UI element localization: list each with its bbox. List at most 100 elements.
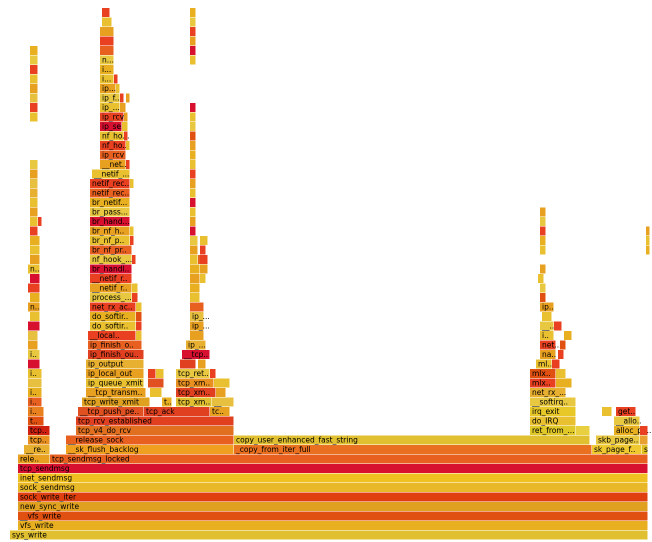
frame-rect[interactable]: [100, 150, 126, 160]
frame-rect[interactable]: [28, 416, 44, 426]
frame-rect[interactable]: [90, 274, 132, 283]
frame-rect[interactable]: [540, 245, 546, 255]
frame-rect[interactable]: [90, 283, 132, 293]
frame-rect[interactable]: [100, 160, 126, 169]
frame-rect[interactable]: [100, 36, 114, 46]
frame-rect[interactable]: [176, 397, 212, 407]
frame-rect[interactable]: [30, 103, 38, 112]
frame-rect[interactable]: [132, 283, 138, 293]
frame-rect[interactable]: [90, 207, 130, 217]
frame-rect[interactable]: [180, 359, 196, 369]
frame-rect[interactable]: [540, 236, 546, 245]
frame-rect[interactable]: [190, 236, 198, 245]
frame-rect[interactable]: [190, 112, 196, 122]
frame-rect[interactable]: [90, 245, 132, 255]
frame-rect[interactable]: [30, 312, 40, 321]
frame-rect[interactable]: [18, 502, 648, 511]
frame-rect[interactable]: [536, 359, 552, 369]
frame-rect[interactable]: [646, 245, 650, 255]
frame-rect[interactable]: [136, 321, 142, 331]
frame-rect[interactable]: [176, 388, 216, 397]
frame-rect[interactable]: [122, 122, 128, 131]
frame-rect[interactable]: [30, 188, 38, 198]
frame-rect[interactable]: [564, 331, 572, 340]
frame-rect[interactable]: [540, 331, 554, 340]
frame-rect[interactable]: [190, 207, 196, 217]
frame-rect[interactable]: [540, 207, 546, 217]
frame-rect[interactable]: [132, 293, 138, 302]
frame-rect[interactable]: [130, 226, 134, 236]
frame-rect[interactable]: [190, 131, 196, 141]
frame-rect[interactable]: [190, 27, 196, 36]
frame-rect[interactable]: [552, 359, 560, 369]
frame-rect[interactable]: [190, 331, 204, 340]
frame-rect[interactable]: [530, 388, 566, 397]
frame-rect[interactable]: [190, 198, 196, 207]
frame-rect[interactable]: [556, 378, 572, 388]
frame-rect[interactable]: [78, 407, 144, 416]
frame-rect[interactable]: [102, 8, 110, 17]
frame-rect[interactable]: [162, 397, 172, 407]
frame-rect[interactable]: [540, 293, 546, 302]
frame-rect[interactable]: [148, 369, 156, 378]
frame-rect[interactable]: [28, 340, 38, 350]
frame-rect[interactable]: [90, 255, 132, 264]
frame-rect[interactable]: [38, 217, 42, 226]
frame-rect[interactable]: [176, 378, 214, 388]
frame-rect[interactable]: [120, 93, 124, 103]
frame-rect[interactable]: [18, 483, 648, 492]
frame-rect[interactable]: [186, 340, 206, 350]
frame-rect[interactable]: [28, 407, 44, 416]
frame-rect[interactable]: [90, 264, 132, 274]
frame-rect[interactable]: [130, 179, 134, 188]
frame-rect[interactable]: [556, 369, 566, 378]
frame-rect[interactable]: [190, 169, 196, 179]
frame-rect[interactable]: [538, 274, 544, 283]
frame-rect[interactable]: [30, 226, 38, 236]
frame-rect[interactable]: [190, 8, 196, 17]
frame-rect[interactable]: [530, 426, 576, 435]
frame-rect[interactable]: [86, 388, 146, 397]
frame-rect[interactable]: [642, 445, 648, 454]
frame-rect[interactable]: [190, 103, 196, 112]
frame-rect[interactable]: [100, 55, 114, 65]
frame-rect[interactable]: [540, 340, 556, 350]
frame-rect[interactable]: [540, 264, 546, 274]
frame-rect[interactable]: [136, 302, 142, 312]
frame-rect[interactable]: [116, 84, 120, 93]
frame-rect[interactable]: [646, 236, 650, 245]
frame-rect[interactable]: [18, 521, 648, 530]
frame-rect[interactable]: [18, 454, 50, 464]
frame-rect[interactable]: [190, 188, 196, 198]
frame-rect[interactable]: [28, 435, 50, 445]
frame-rect[interactable]: [210, 369, 216, 378]
frame-rect[interactable]: [28, 321, 40, 331]
frame-rect[interactable]: [640, 435, 648, 445]
frame-rect[interactable]: [234, 435, 590, 445]
frame-rect[interactable]: [190, 179, 196, 188]
frame-rect[interactable]: [176, 369, 210, 378]
frame-rect[interactable]: [90, 198, 130, 207]
frame-rect[interactable]: [200, 264, 208, 274]
frame-rect[interactable]: [554, 321, 562, 331]
frame-rect[interactable]: [596, 435, 640, 445]
frame-rect[interactable]: [28, 388, 42, 397]
frame-rect[interactable]: [530, 378, 556, 388]
frame-rect[interactable]: [190, 274, 200, 283]
frame-rect[interactable]: [30, 198, 38, 207]
frame-rect[interactable]: [28, 369, 42, 378]
frame-rect[interactable]: [30, 217, 38, 226]
frame-rect[interactable]: [190, 17, 196, 27]
frame-rect[interactable]: [66, 435, 234, 445]
frame-rect[interactable]: [592, 445, 642, 454]
frame-rect[interactable]: [190, 122, 196, 131]
frame-rect[interactable]: [190, 160, 196, 169]
frame-rect[interactable]: [90, 302, 136, 312]
frame-rect[interactable]: [90, 179, 130, 188]
frame-rect[interactable]: [200, 274, 206, 283]
frame-rect[interactable]: [646, 226, 650, 236]
frame-rect[interactable]: [100, 131, 124, 141]
frame-rect[interactable]: [212, 397, 234, 407]
frame-rect[interactable]: [130, 236, 134, 245]
frame-rect[interactable]: [30, 112, 38, 122]
